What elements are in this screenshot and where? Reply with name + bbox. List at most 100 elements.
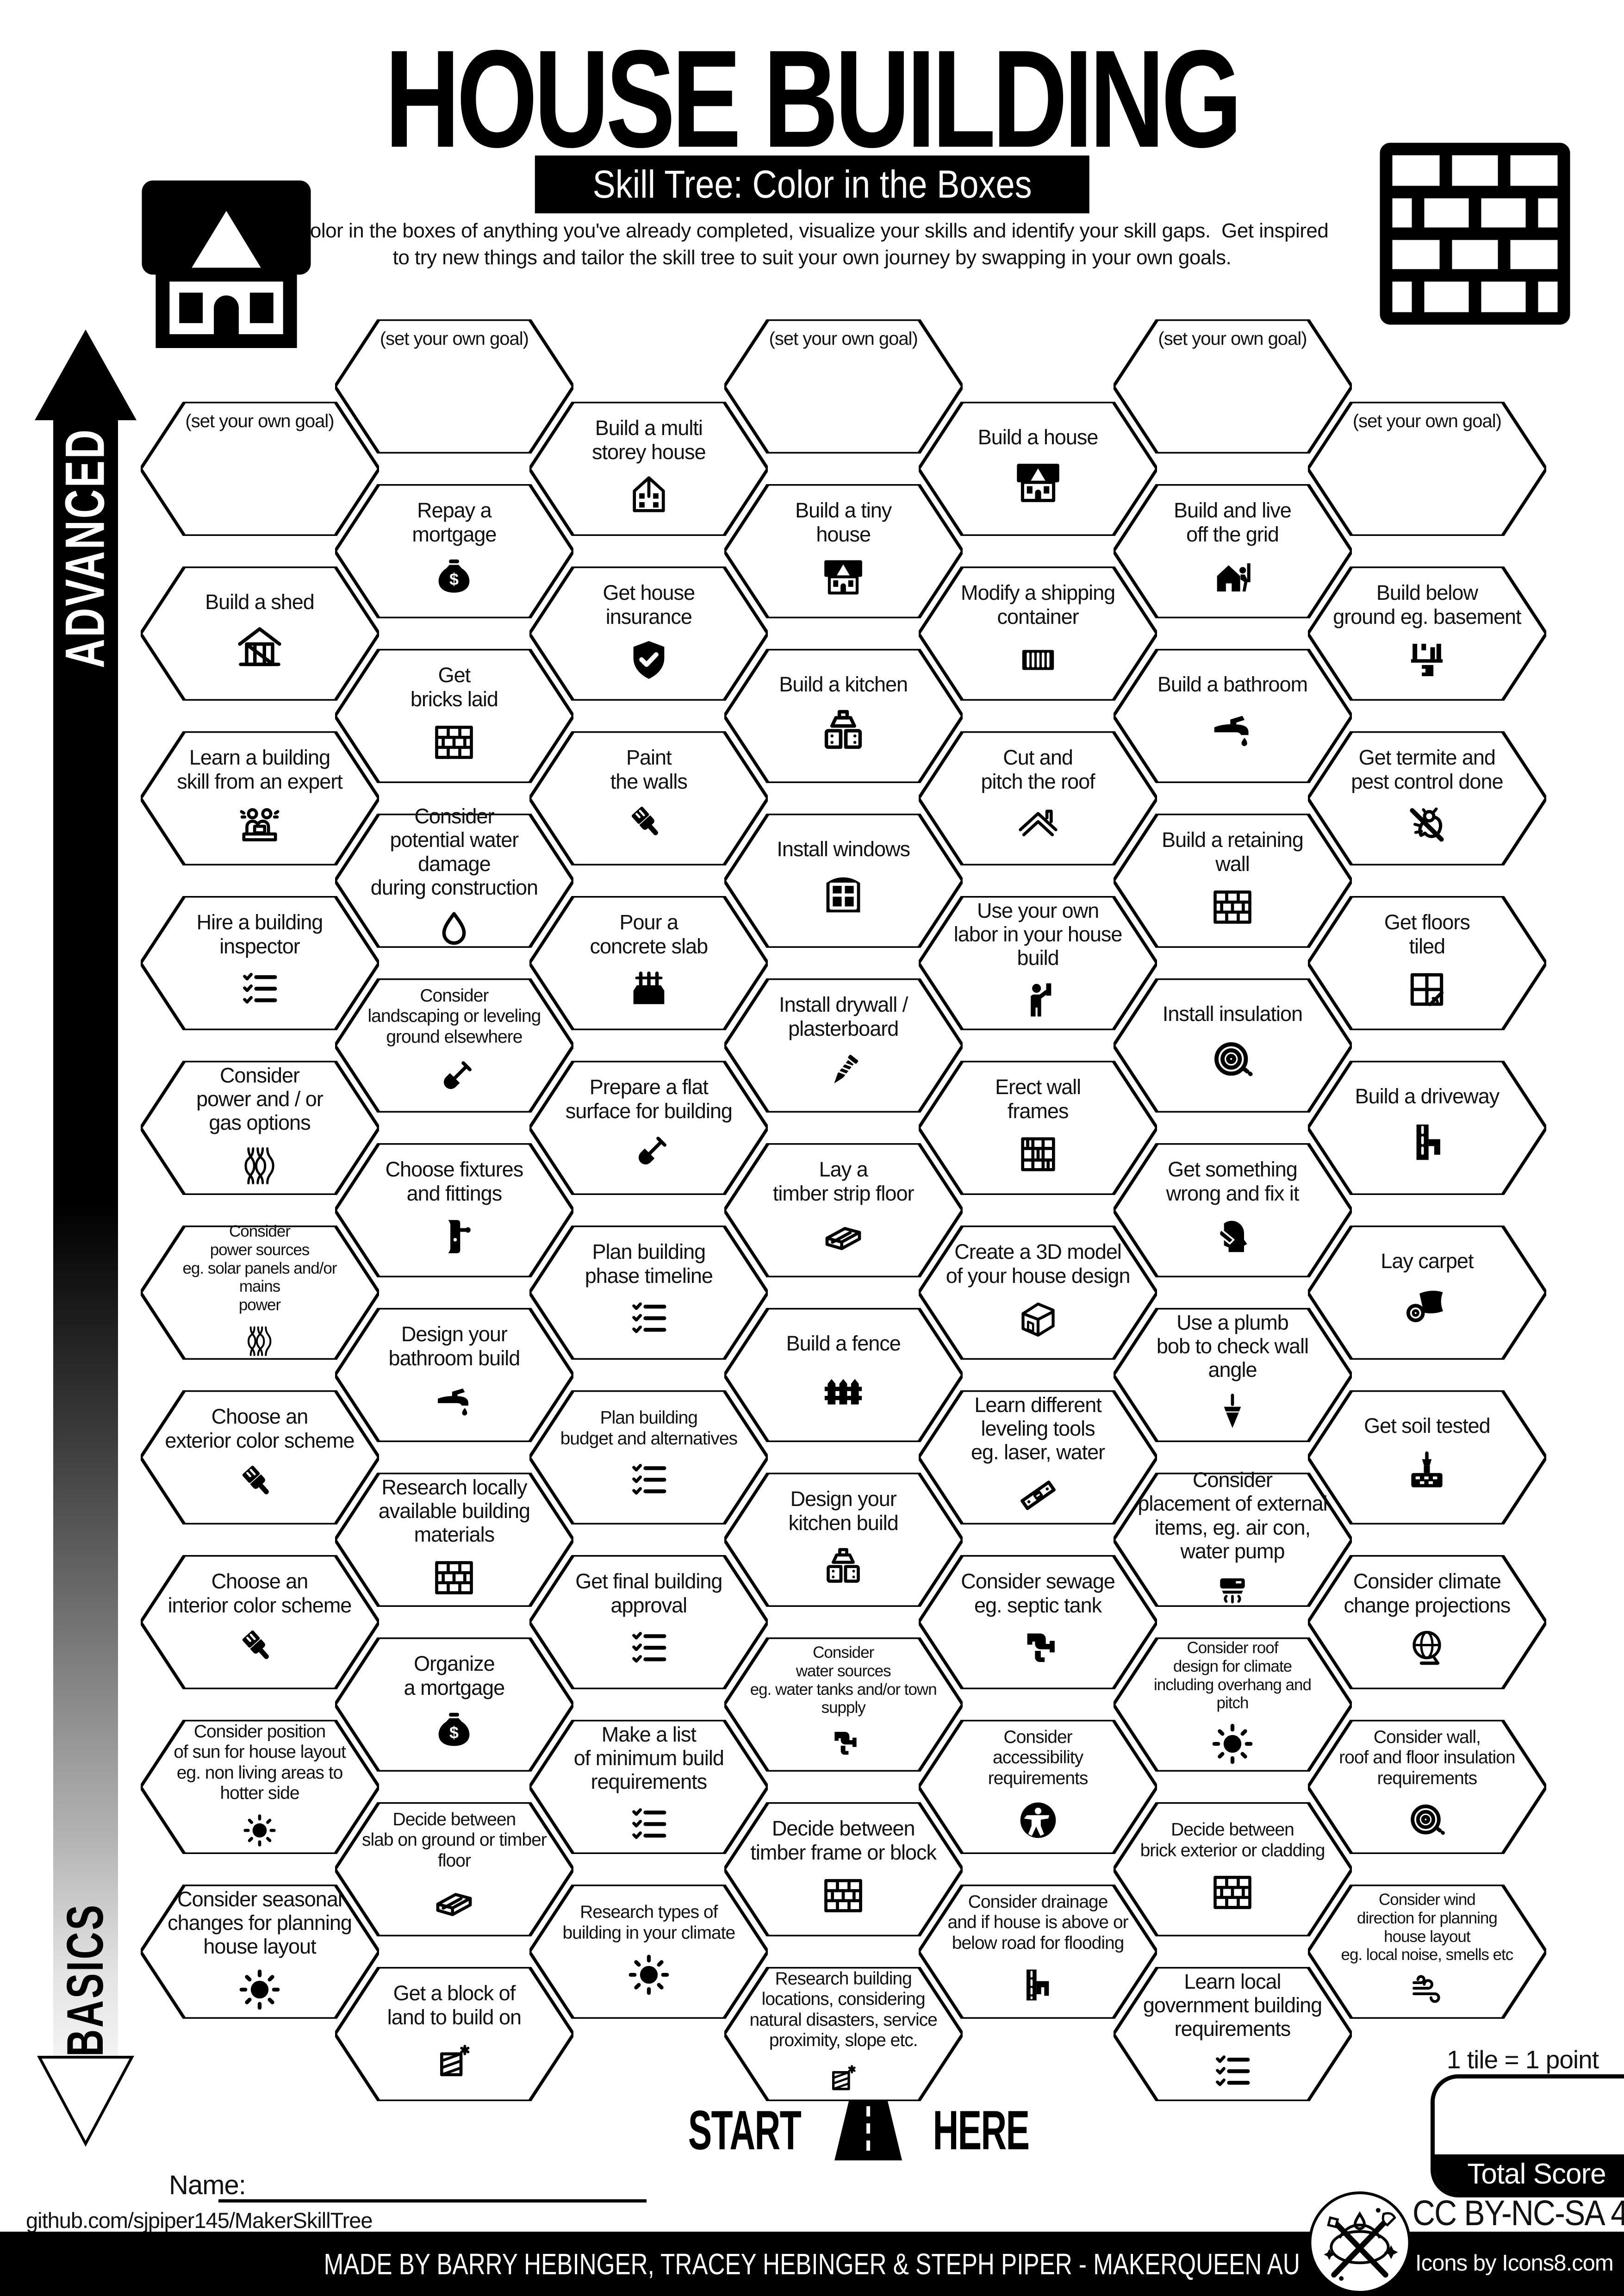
hex-tile[interactable]: Build a bathroom <box>1113 649 1352 783</box>
hex-tile[interactable]: Get bricks laid <box>335 649 573 783</box>
hex-tile[interactable]: Choose an exterior color scheme <box>140 1390 379 1524</box>
hex-label: Build a multi storey house <box>591 416 706 464</box>
hexagon-outline <box>529 731 768 865</box>
hex-tile[interactable]: Prepare a flat surface for building <box>529 1061 768 1195</box>
hex-tile[interactable]: Paint the walls <box>529 731 768 865</box>
hex-content: Use a plumb bob to check wall angle <box>1138 1311 1328 1437</box>
hex-tile[interactable]: Install windows <box>724 814 963 948</box>
hexagon-outline <box>335 484 573 618</box>
hex-tile[interactable]: Pour a concrete slab <box>529 896 768 1030</box>
name-input-line[interactable] <box>218 2199 647 2203</box>
hex-content: Get floors tiled <box>1332 901 1522 1025</box>
start-label: START <box>688 2099 802 2162</box>
hex-tile[interactable]: Build a house <box>919 402 1157 536</box>
hex-tile[interactable]: Organize a mortgage $ <box>335 1637 573 1772</box>
hex-tile[interactable]: Consider placement of external items, eg. … <box>1113 1468 1352 1607</box>
hex-tile[interactable]: Get soil tested <box>1307 1390 1546 1524</box>
hex-tile[interactable]: Consider drainage and if house is above o… <box>919 1885 1157 2019</box>
hex-content: Consider seasonal changes for planning hou… <box>165 1887 355 2013</box>
hex-tile[interactable]: Consider seasonal changes for planning hou… <box>140 1885 379 2019</box>
hex-tile[interactable]: Get termite and pest control done <box>1307 731 1546 865</box>
hex-label: Get soil tested <box>1364 1413 1491 1437</box>
hex-label: (set your own goal) <box>185 411 334 431</box>
hex-tile[interactable]: Consider landscaping or leveling ground el… <box>335 978 573 1113</box>
hex-tile[interactable]: Plan building phase timeline <box>529 1226 768 1360</box>
hex-tile[interactable]: Consider accessibility requirements <box>919 1720 1157 1854</box>
license-text: CC BY-NC-SA 4.0 <box>1412 2193 1624 2233</box>
hex-tile[interactable]: Consider water sources eg. water tanks and… <box>724 1637 963 1772</box>
driveway-icon <box>1401 1116 1453 1170</box>
hex-tile[interactable]: Get final building approval <box>529 1555 768 1689</box>
hex-tile[interactable]: Make a list of minimum build requirements <box>529 1720 768 1854</box>
hex-tile[interactable]: Consider power and / or gas options <box>140 1061 379 1195</box>
hex-tile[interactable]: Build a fence <box>724 1308 963 1442</box>
hex-content: Build a bathroom <box>1138 653 1328 778</box>
hex-tile[interactable]: Consider wall, roof and floor insulation r… <box>1307 1720 1546 1854</box>
hex-tile[interactable]: Build below ground eg. basement <box>1307 566 1546 701</box>
hexagon-outline <box>335 1637 573 1772</box>
hex-tile[interactable]: Build a retaining wall <box>1113 814 1352 948</box>
hexagon-outline <box>1113 1637 1352 1772</box>
hex-tile[interactable]: Consider wind direction for planning house… <box>1307 1885 1546 2019</box>
hex-tile[interactable]: Hire a building inspector <box>140 896 379 1030</box>
hexagon-outline <box>919 566 1157 701</box>
hex-tile[interactable]: Get something wrong and fix it <box>1113 1143 1352 1277</box>
score-write-area[interactable] <box>1435 2078 1624 2154</box>
hex-tile[interactable]: Use your own labor in your house build <box>919 896 1157 1030</box>
hexagon-outline <box>1113 319 1352 454</box>
hex-tile[interactable]: Modify a shipping container <box>919 566 1157 701</box>
hex-tile[interactable]: Create a 3D model of your house design <box>919 1226 1157 1360</box>
checklist-icon <box>626 1457 672 1506</box>
hex-tile[interactable]: Choose fixtures and fittings <box>335 1143 573 1277</box>
hex-tile[interactable]: Erect wall frames <box>919 1061 1157 1195</box>
hex-tile[interactable]: (set your own goal) <box>1307 402 1546 536</box>
hex-tile[interactable]: Decide between brick exterior or cladding <box>1113 1802 1352 1936</box>
hex-tile[interactable]: Research types of building in your climat… <box>529 1885 768 2019</box>
hex-tile[interactable]: Consider position of sun for house layout… <box>140 1720 379 1854</box>
hex-tile[interactable]: Learn a building skill from an expert <box>140 731 379 865</box>
hex-tile[interactable]: Research locally available building materi… <box>335 1473 573 1607</box>
hex-tile[interactable]: Decide between timber frame or block <box>724 1802 963 1936</box>
hex-tile[interactable]: Lay a timber strip floor <box>724 1143 963 1277</box>
hex-tile[interactable]: Decide between slab on ground or timber fl… <box>335 1802 573 1936</box>
total-score-box[interactable]: Total Score <box>1431 2074 1624 2197</box>
hex-tile[interactable]: (set your own goal) <box>140 402 379 536</box>
hex-tile[interactable]: Consider sewage eg. septic tank <box>919 1555 1157 1689</box>
hex-tile[interactable]: Choose an interior color scheme <box>140 1555 379 1689</box>
hex-tile[interactable]: Design your bathroom build <box>335 1308 573 1442</box>
hex-tile[interactable]: Design your kitchen build <box>724 1473 963 1607</box>
hex-tile[interactable]: Build a driveway <box>1307 1061 1546 1195</box>
hex-tile[interactable]: Consider climate change projections <box>1307 1555 1546 1689</box>
hex-tile[interactable]: Consider roof design for climate including… <box>1113 1637 1352 1772</box>
hex-tile[interactable]: Research building locations, considering n… <box>724 1967 963 2101</box>
hex-tile[interactable]: (set your own goal) <box>724 319 963 454</box>
shield-icon <box>626 637 672 685</box>
hex-tile[interactable]: Get floors tiled <box>1307 896 1546 1030</box>
hex-tile[interactable]: Plan building budget and alternatives <box>529 1390 768 1524</box>
hex-label: Design your bathroom build <box>388 1322 521 1370</box>
hex-tile[interactable]: Build a kitchen <box>724 649 963 783</box>
hex-tile[interactable]: Consider potential water damage during con… <box>335 804 573 948</box>
hex-tile[interactable]: (set your own goal) <box>335 319 573 454</box>
hex-tile[interactable]: (set your own goal) <box>1113 319 1352 454</box>
house-logo-icon <box>142 180 311 348</box>
hex-tile[interactable]: Repay a mortgage $ <box>335 484 573 618</box>
hex-tile[interactable]: Install insulation <box>1113 978 1352 1113</box>
hex-tile[interactable]: Build a shed <box>140 566 379 701</box>
hex-tile[interactable]: Get a block of land to build on <box>335 1967 573 2101</box>
hex-tile[interactable]: Build and live off the grid <box>1113 484 1352 618</box>
hex-content: Lay a timber strip floor <box>748 1148 939 1272</box>
hex-tile[interactable]: Consider power sources eg. solar panels an… <box>140 1222 379 1360</box>
hex-label: Get bricks laid <box>410 663 498 711</box>
hex-tile[interactable]: Cut and pitch the roof <box>919 731 1157 865</box>
hex-label: Decide between slab on ground or timber fl… <box>362 1809 547 1871</box>
hex-tile[interactable]: Learn local government building requiremen… <box>1113 1967 1352 2101</box>
hex-tile[interactable]: Install drywall / plasterboard <box>724 978 963 1113</box>
basement-icon <box>1404 637 1450 685</box>
hex-tile[interactable]: Learn different leveling tools eg. laser, … <box>919 1390 1157 1524</box>
hex-tile[interactable]: Lay carpet <box>1307 1226 1546 1360</box>
hex-tile[interactable]: Build a tiny house <box>724 484 963 618</box>
hex-tile[interactable]: Get house insurance <box>529 566 768 701</box>
hex-tile[interactable]: Use a plumb bob to check wall angle <box>1113 1308 1352 1442</box>
hex-tile[interactable]: Build a multi storey house <box>529 402 768 536</box>
